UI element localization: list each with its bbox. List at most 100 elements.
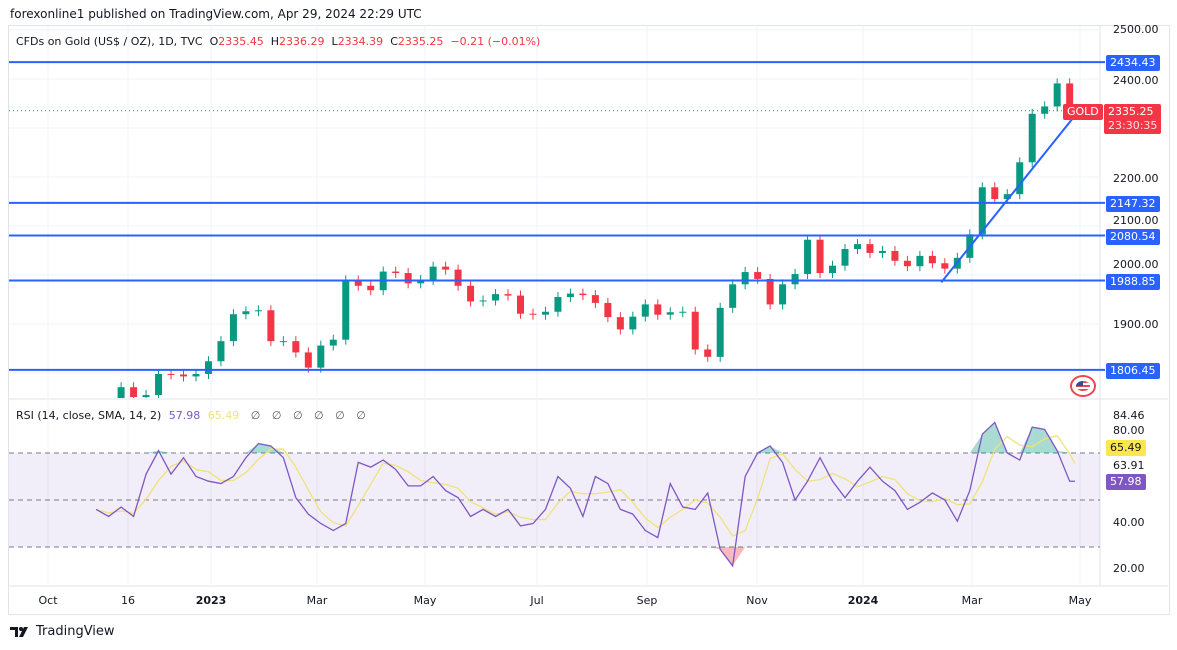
- symbol-title[interactable]: CFDs on Gold (US$ / OZ), 1D, TVC: [16, 35, 203, 48]
- x-tick: Mar: [961, 594, 983, 607]
- overbought-fill: [158, 450, 172, 453]
- overbought-fill: [982, 422, 995, 453]
- candle: [317, 345, 325, 368]
- candle: [729, 284, 737, 308]
- candle: [180, 374, 188, 377]
- rsi-title[interactable]: RSI (14, close, SMA, 14, 2): [16, 409, 162, 422]
- rsi-tick: 40.00: [1113, 516, 1145, 529]
- rsi-line: [95, 421, 1076, 568]
- open-label: O: [209, 35, 219, 48]
- candle: [1066, 83, 1074, 110]
- rsi-value: 57.98: [168, 409, 201, 422]
- candle: [1016, 162, 1024, 195]
- last-price: 2335.25: [1108, 105, 1154, 118]
- overbought-fill: [1057, 450, 1070, 453]
- symbol-tag: GOLD: [1063, 104, 1103, 120]
- low-value: 2334.39: [337, 35, 384, 48]
- candle: [479, 300, 487, 302]
- candle: [666, 312, 674, 315]
- na-value: ∅: [335, 409, 345, 422]
- candle: [541, 311, 549, 315]
- rsi-tick: 84.46: [1113, 409, 1145, 422]
- candle: [903, 260, 911, 267]
- candle: [579, 293, 587, 296]
- level-tag: 1988.85: [1106, 274, 1160, 290]
- level-tag: 2434.43: [1106, 55, 1160, 71]
- candle: [242, 311, 250, 315]
- candle: [554, 297, 562, 312]
- tradingview-logo[interactable]: TradingView: [10, 624, 115, 639]
- level-tag: 1806.45: [1106, 363, 1160, 379]
- na-value: ∅: [292, 409, 303, 422]
- candle: [417, 279, 425, 284]
- candle: [779, 284, 787, 305]
- candle: [691, 311, 699, 350]
- price-pane: [9, 78, 1100, 449]
- candle: [68, 424, 75, 449]
- candle: [429, 266, 437, 280]
- candle: [329, 339, 337, 346]
- candle: [130, 387, 138, 398]
- na-value: ∅: [250, 409, 261, 422]
- candle: [716, 307, 724, 357]
- us-flag-icon[interactable]: [1070, 375, 1096, 397]
- candle: [704, 349, 712, 357]
- candle: [342, 280, 350, 340]
- candle: [404, 273, 412, 284]
- close-label: C: [390, 35, 398, 48]
- candle: [504, 294, 512, 296]
- candle: [492, 294, 500, 301]
- candle: [279, 341, 287, 343]
- candle: [1028, 113, 1036, 163]
- oversold-fill: [732, 547, 746, 566]
- x-tick: 2024: [847, 594, 879, 607]
- candle: [791, 274, 799, 285]
- high-value: 2336.29: [279, 35, 325, 48]
- published-caption: forexonline1 published on TradingView.co…: [10, 7, 422, 21]
- candle: [641, 304, 649, 317]
- candle: [254, 310, 262, 312]
- price-tick: 2000.00: [1113, 258, 1159, 271]
- na-value: ∅: [314, 409, 324, 422]
- candle: [591, 295, 599, 303]
- candle: [192, 373, 200, 377]
- price-tick: 2400.00: [1113, 74, 1159, 87]
- candle: [529, 313, 537, 315]
- candle: [629, 316, 637, 330]
- close-value: 2335.25: [397, 35, 444, 48]
- price-tick: 2500.00: [1113, 23, 1159, 36]
- chart-frame: [8, 25, 1170, 615]
- bar-countdown: 23:30:35: [1108, 119, 1158, 132]
- candle: [853, 244, 861, 250]
- overbought-fill: [1032, 427, 1045, 453]
- candle: [804, 239, 812, 275]
- x-tick: May: [413, 594, 437, 607]
- candle: [117, 387, 125, 398]
- candle: [654, 304, 662, 315]
- price-tick: 2200.00: [1113, 172, 1159, 185]
- price-tick: 1900.00: [1113, 318, 1159, 331]
- symbol-legend: CFDs on Gold (US$ / OZ), 1D, TVC O2335.4…: [16, 35, 540, 48]
- low-label: L: [331, 35, 338, 48]
- trendline: [940, 112, 1078, 283]
- candle: [217, 341, 225, 362]
- rsi-pane: [9, 421, 1100, 568]
- candle: [679, 311, 687, 313]
- candle: [1053, 83, 1061, 107]
- candle: [392, 271, 400, 274]
- candle: [93, 443, 100, 449]
- brand-name: TradingView: [36, 624, 115, 639]
- candle: [142, 395, 150, 398]
- candle: [816, 239, 824, 274]
- na-value: ∅: [356, 409, 366, 422]
- candle: [354, 280, 362, 286]
- candle: [616, 317, 624, 330]
- change-value: −0.21 (−0.01%): [450, 35, 541, 48]
- tradingview-logo-icon: [10, 626, 28, 637]
- candle: [604, 302, 612, 318]
- candle: [766, 278, 774, 305]
- candle: [1041, 106, 1049, 114]
- x-tick: Nov: [746, 594, 768, 607]
- candle: [167, 373, 175, 375]
